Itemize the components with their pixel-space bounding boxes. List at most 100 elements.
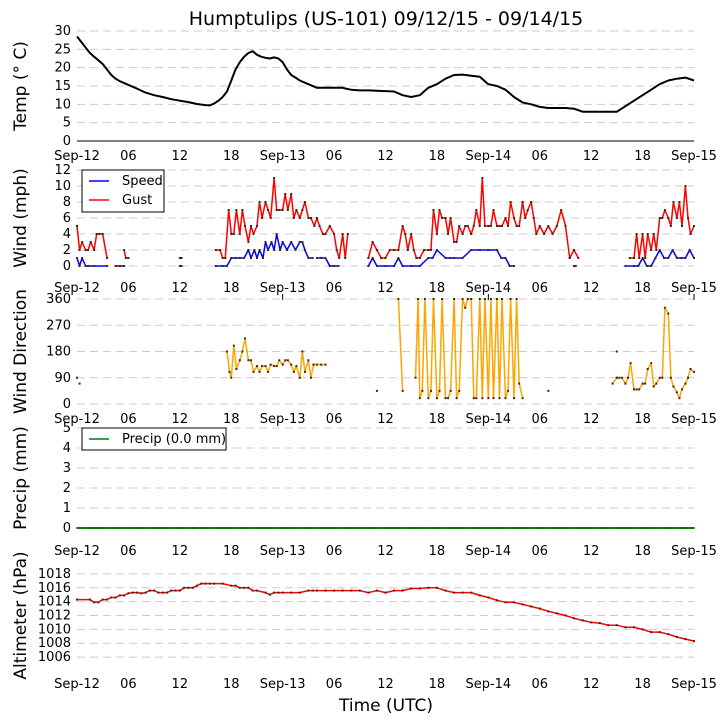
data-point	[466, 298, 469, 300]
data-point	[278, 209, 281, 211]
data-point	[241, 209, 244, 211]
data-point	[684, 185, 687, 187]
data-point	[333, 233, 336, 235]
data-point	[388, 249, 391, 251]
data-point	[371, 241, 374, 243]
data-point	[346, 233, 349, 235]
data-point	[675, 257, 678, 259]
data-point	[114, 265, 117, 267]
data-point	[404, 233, 407, 235]
data-point	[281, 209, 284, 211]
data-point	[693, 640, 695, 643]
data-point	[410, 527, 412, 529]
data-point	[638, 388, 641, 391]
data-point	[406, 249, 409, 251]
data-point	[641, 382, 644, 385]
data-point	[290, 591, 293, 594]
series-direction-line	[616, 307, 695, 399]
data-point	[427, 249, 430, 251]
data-point	[200, 582, 203, 585]
y-axis-label: Wind Direction	[11, 289, 31, 414]
data-point	[315, 257, 318, 259]
series-temp-line	[76, 35, 695, 113]
data-point	[105, 598, 108, 601]
data-point	[688, 249, 691, 251]
data-point	[661, 376, 664, 379]
x-tick-label: 18	[223, 281, 240, 296]
data-point	[444, 257, 447, 259]
data-point	[684, 257, 687, 259]
data-point	[127, 257, 130, 259]
data-point	[367, 257, 370, 259]
data-point	[654, 257, 657, 259]
data-point	[515, 298, 518, 300]
data-point	[93, 265, 96, 267]
data-point	[429, 389, 432, 392]
data-point	[358, 589, 361, 592]
data-point	[427, 586, 430, 589]
data-point	[410, 233, 413, 235]
data-point	[298, 241, 301, 243]
data-point	[646, 233, 649, 235]
data-point	[261, 365, 264, 368]
x-tick-label: 12	[377, 149, 394, 164]
data-point	[234, 257, 237, 259]
data-point	[573, 265, 576, 267]
data-point	[255, 589, 258, 592]
y-tick-label: 4	[63, 441, 71, 456]
data-point	[165, 591, 168, 594]
data-point	[224, 257, 227, 259]
data-point	[375, 389, 378, 392]
data-point	[76, 376, 78, 379]
data-point	[255, 365, 258, 368]
y-tick-label: 25	[54, 42, 71, 57]
data-point	[261, 217, 264, 219]
data-point	[669, 225, 672, 227]
x-tick-label: Sep-12	[54, 149, 100, 164]
data-point	[384, 257, 387, 259]
data-point	[269, 363, 272, 366]
data-point	[123, 249, 126, 251]
x-tick-label: 06	[531, 677, 548, 692]
y-tick-label: 10	[54, 97, 71, 112]
data-point	[470, 298, 473, 300]
data-point	[487, 596, 490, 599]
data-point	[258, 201, 261, 203]
data-point	[268, 593, 271, 596]
data-point	[555, 612, 558, 615]
legend: Speed Gust	[81, 169, 165, 213]
data-point	[551, 233, 554, 235]
data-point	[518, 225, 521, 227]
data-point	[423, 298, 426, 300]
data-point	[401, 225, 404, 227]
data-point	[535, 233, 538, 235]
data-point	[449, 217, 452, 219]
x-tick-label: 12	[377, 544, 394, 559]
data-point	[178, 257, 181, 259]
data-point	[629, 527, 631, 529]
data-point	[88, 598, 91, 601]
data-point	[470, 249, 473, 251]
series-direction-line	[397, 298, 404, 391]
data-point	[217, 527, 219, 529]
data-point	[675, 391, 678, 394]
x-tick-label: 18	[223, 544, 240, 559]
data-point	[401, 265, 404, 267]
data-point	[684, 638, 687, 641]
data-point	[461, 591, 464, 594]
data-point	[615, 350, 618, 353]
data-point	[238, 233, 241, 235]
data-point	[123, 594, 126, 597]
data-point	[530, 201, 533, 203]
data-point	[285, 249, 288, 251]
data-point	[521, 397, 524, 400]
data-point	[577, 527, 579, 529]
data-point	[230, 527, 232, 529]
data-point	[644, 257, 647, 259]
data-point	[453, 298, 456, 300]
data-point	[621, 376, 624, 379]
data-point	[384, 265, 387, 267]
data-point	[524, 217, 527, 219]
data-point	[435, 233, 438, 235]
data-point	[447, 397, 450, 400]
